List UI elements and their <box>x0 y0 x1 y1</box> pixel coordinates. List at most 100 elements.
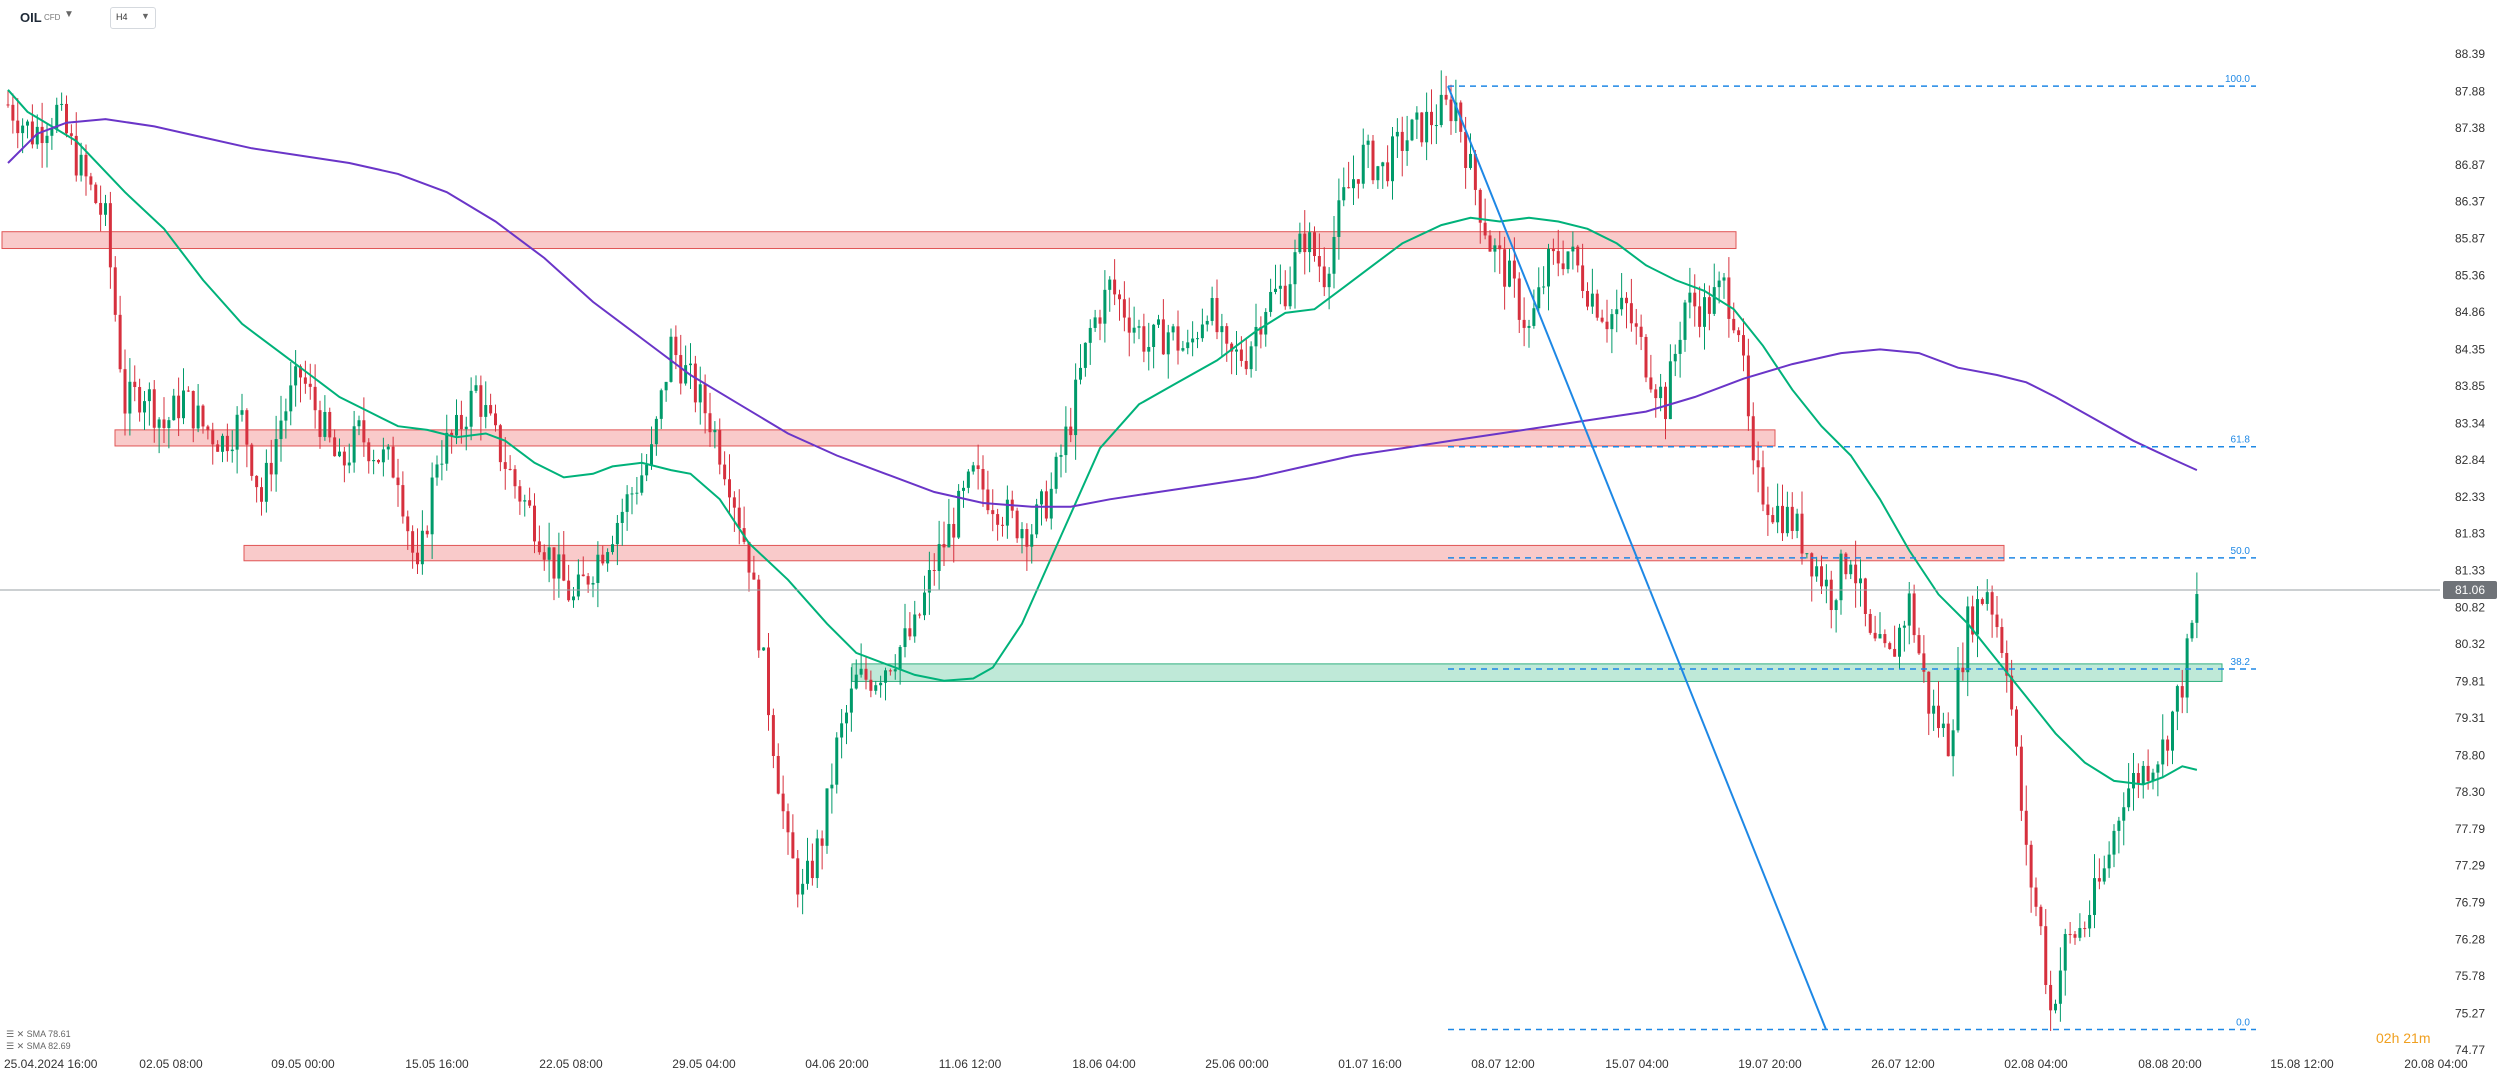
candle-body <box>1937 705 1940 729</box>
candle-body <box>1625 297 1628 304</box>
candle-body <box>1083 342 1087 368</box>
candle-body <box>1308 232 1312 253</box>
candle-body <box>11 104 15 121</box>
candle-body <box>2146 765 2150 781</box>
candle-body <box>1054 456 1058 489</box>
candle-body <box>377 460 380 463</box>
candle-body <box>138 387 142 413</box>
candle-body <box>654 418 658 445</box>
candle-body <box>1805 553 1809 555</box>
candle-body <box>435 464 439 478</box>
x-tick-label: 09.05 00:00 <box>271 1057 335 1071</box>
candle-body <box>1683 302 1687 340</box>
legend-row-sma-short[interactable]: ☰ ✕ SMA 78.61 <box>6 1028 71 1040</box>
candle-body <box>1522 319 1526 328</box>
candle-body <box>396 477 400 486</box>
sma-long-line <box>7 118 2198 508</box>
candle-body <box>1127 317 1131 333</box>
candle-body <box>1415 112 1419 120</box>
y-tick-label: 77.79 <box>2455 822 2485 836</box>
candle-body <box>1971 606 1975 635</box>
candle-body <box>2117 820 2121 831</box>
candle-body <box>679 355 683 384</box>
candle-body <box>1902 625 1906 628</box>
candle-body <box>1147 346 1151 352</box>
candle-body <box>1313 232 1316 257</box>
candle-body <box>2097 878 2101 882</box>
candle-body <box>1581 265 1585 291</box>
fib-level-label: 38.2 <box>2231 657 2251 668</box>
candle-body <box>562 554 566 581</box>
candle-body <box>440 463 444 465</box>
candle-body <box>1659 386 1663 399</box>
candle-body <box>1176 326 1180 351</box>
candle-body <box>923 592 926 616</box>
candle-body <box>1064 426 1068 456</box>
y-axis[interactable]: 88.39 87.88 87.38 86.87 86.37 85.87 85.36 84.86… <box>2455 47 2485 1057</box>
candle-body <box>30 121 34 145</box>
candle-body <box>450 432 454 436</box>
candle-body <box>2195 594 2199 623</box>
candle-body <box>2039 906 2043 927</box>
candle-body <box>420 530 424 565</box>
settings-icon[interactable]: ☰ ✕ <box>6 1029 27 1039</box>
candle-body <box>2171 711 2174 751</box>
timeframe-select[interactable]: H4 ▼ <box>110 7 156 29</box>
candle-body <box>752 572 756 580</box>
candle-body <box>1059 455 1063 457</box>
candle-body <box>2190 622 2194 639</box>
legend-row-sma-long[interactable]: ☰ ✕ SMA 82.69 <box>6 1040 71 1052</box>
candle-body <box>1844 553 1848 575</box>
candle-body <box>1693 292 1697 307</box>
candle-body <box>2029 844 2033 888</box>
candle-body <box>966 471 970 488</box>
candle-body <box>94 184 98 203</box>
candle-body <box>1746 355 1750 417</box>
candle-body <box>806 860 809 884</box>
candle-body <box>825 788 829 846</box>
candle-body <box>1810 553 1814 577</box>
candle-body <box>1571 246 1575 252</box>
candle-body <box>976 465 980 470</box>
candle-body <box>1137 326 1141 328</box>
candle-body <box>1142 326 1146 352</box>
candle-body <box>542 552 546 560</box>
chevron-down-icon[interactable]: ▼ <box>64 9 74 20</box>
candle-body <box>2122 807 2126 821</box>
candle-body <box>26 121 29 126</box>
settings-icon[interactable]: ☰ ✕ <box>6 1041 27 1051</box>
candle-body <box>425 530 429 535</box>
legend-label: SMA 82.69 <box>26 1041 71 1051</box>
candle-body <box>533 505 536 542</box>
candle-body <box>1005 499 1009 526</box>
candle-body <box>196 405 200 429</box>
candle-body <box>1932 705 1936 714</box>
candle-body <box>1449 99 1453 122</box>
candle-body <box>498 425 502 463</box>
symbol-label[interactable]: OIL <box>20 10 42 25</box>
candle-body <box>591 582 595 585</box>
candle-body <box>1742 335 1745 356</box>
candle-body <box>1371 140 1375 181</box>
candle-body <box>1478 189 1482 223</box>
candle-body <box>1317 256 1321 267</box>
x-tick-label: 25.06 00:00 <box>1205 1057 1269 1071</box>
candle-body <box>445 432 449 464</box>
y-tick-label: 88.39 <box>2455 47 2485 61</box>
candle-body <box>1493 245 1497 252</box>
candle-body <box>177 395 181 419</box>
candle-body <box>1108 279 1112 290</box>
candle-body <box>108 203 112 268</box>
candle-body <box>1761 467 1765 505</box>
candle-body <box>713 429 717 433</box>
candle-body <box>1103 289 1107 324</box>
candle-body <box>1883 634 1887 644</box>
candle-body <box>918 614 922 616</box>
candle-body <box>1259 326 1263 335</box>
candle-body <box>167 420 171 428</box>
candle-body <box>1020 529 1024 539</box>
candle-body <box>1785 506 1789 534</box>
x-axis[interactable]: 25.04.2024 16:00 02.05 08:00 09.05 00:00 15… <box>4 1057 2468 1071</box>
y-tick-label: 86.37 <box>2455 195 2485 209</box>
